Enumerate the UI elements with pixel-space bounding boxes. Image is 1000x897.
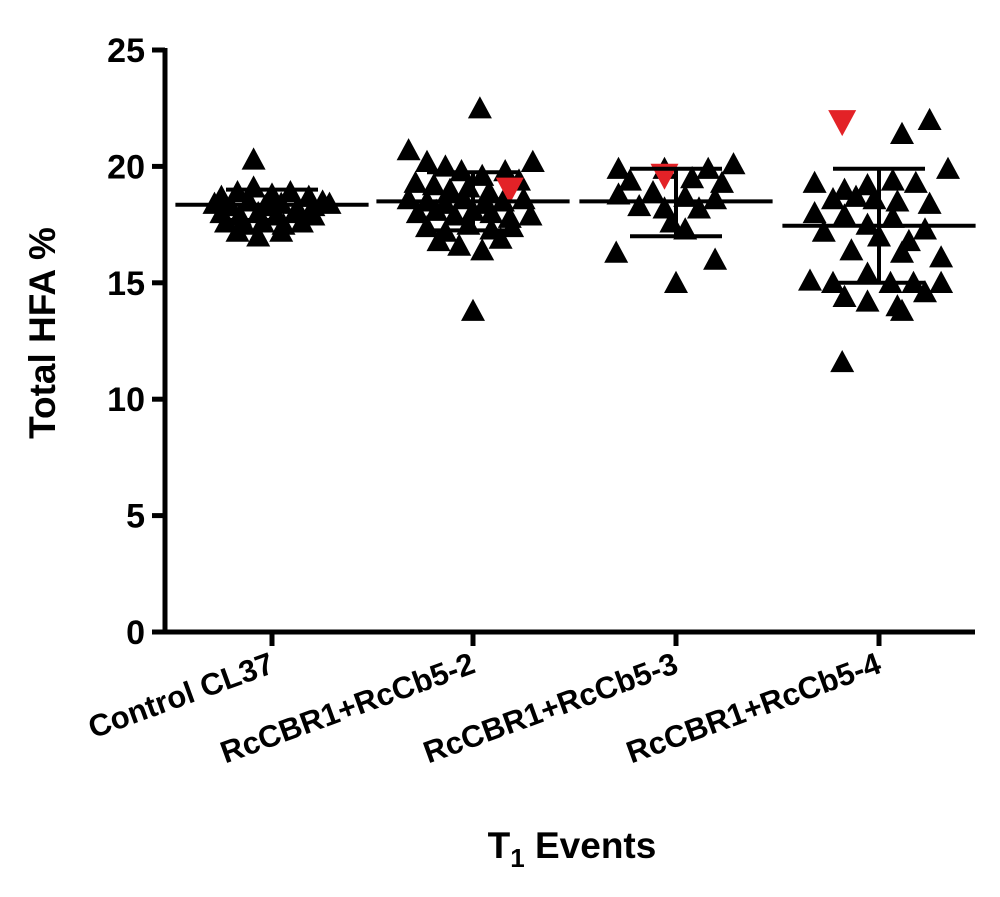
y-tick-label: 0 <box>126 614 145 652</box>
data-point <box>618 168 642 191</box>
data-point <box>405 200 430 224</box>
data-point <box>241 175 266 198</box>
data-point <box>832 203 857 226</box>
highlight-point <box>495 177 524 204</box>
data-point <box>890 121 914 145</box>
data-point <box>449 159 474 182</box>
x-axis-label: T1 Events <box>488 825 657 873</box>
data-point <box>802 170 827 193</box>
x-ticks: Control CL37RcCBR1+RcCb5-2RcCBR1+RcCb5-3… <box>84 632 886 770</box>
data-point <box>664 270 688 293</box>
data-point <box>606 156 631 179</box>
data-point <box>467 96 492 119</box>
data-point <box>317 191 342 214</box>
axes <box>162 48 975 635</box>
y-tick-label: 25 <box>107 32 145 70</box>
data-point <box>880 168 905 191</box>
highlight-point <box>828 110 857 137</box>
data-point <box>917 191 942 214</box>
data-point <box>929 270 954 293</box>
data-point <box>606 182 631 205</box>
data-point <box>520 149 545 172</box>
data-point <box>890 240 914 263</box>
data-point <box>269 219 294 242</box>
data-point <box>421 173 446 196</box>
data-point <box>442 203 467 226</box>
data-point <box>396 186 421 210</box>
data-point <box>855 289 880 312</box>
x-axis-label-rest: Events <box>525 825 657 866</box>
data-point <box>710 170 734 193</box>
data-point <box>641 180 665 203</box>
data-point <box>424 198 449 221</box>
data-point <box>821 186 845 210</box>
x-axis-label-subscript: 1 <box>510 843 524 873</box>
data-point <box>488 226 513 249</box>
data-point <box>936 156 960 179</box>
data-point <box>880 205 905 228</box>
data-point <box>470 238 495 261</box>
data-point <box>917 107 942 131</box>
y-ticks: 0 5 10 15 20 25 <box>107 32 165 652</box>
data-point <box>403 170 428 193</box>
x-axis-label-main: T <box>488 825 511 866</box>
data-point <box>680 166 705 189</box>
data-point <box>721 152 746 175</box>
data-point <box>451 186 476 210</box>
data-point <box>929 245 954 268</box>
y-tick-label: 15 <box>107 265 145 303</box>
data-point <box>225 219 250 242</box>
data-point <box>855 212 880 235</box>
data-point <box>832 284 857 307</box>
data-point <box>447 233 472 256</box>
data-point <box>703 186 728 210</box>
data-point <box>518 203 543 226</box>
data-point <box>802 200 827 224</box>
data-point <box>511 186 536 210</box>
data-point <box>241 147 266 170</box>
data-point <box>798 268 822 291</box>
data-point <box>396 138 421 161</box>
y-axis-label: Total HFA % <box>22 227 63 439</box>
data-point <box>493 159 518 182</box>
data-point <box>470 163 495 186</box>
data-point <box>839 238 864 261</box>
data-point <box>903 170 928 193</box>
data-point <box>687 196 711 219</box>
data-point <box>415 149 439 172</box>
data-points <box>202 96 960 373</box>
data-point <box>885 189 910 212</box>
data-point <box>830 349 855 373</box>
data-point <box>890 298 914 321</box>
data-point <box>461 298 485 321</box>
data-point <box>246 224 271 247</box>
y-tick-label: 20 <box>107 148 145 186</box>
data-point <box>855 261 880 284</box>
data-point <box>832 177 857 200</box>
data-point <box>844 184 868 207</box>
data-point <box>913 280 937 303</box>
y-tick-label: 5 <box>126 498 145 536</box>
data-point <box>673 217 698 240</box>
error-bars <box>175 166 976 285</box>
data-point <box>913 217 937 240</box>
data-point <box>479 200 504 224</box>
data-point <box>811 219 836 242</box>
data-point <box>604 240 629 263</box>
data-point <box>703 247 728 270</box>
y-tick-label: 10 <box>107 381 145 419</box>
data-point <box>426 228 451 252</box>
data-point <box>627 193 652 217</box>
